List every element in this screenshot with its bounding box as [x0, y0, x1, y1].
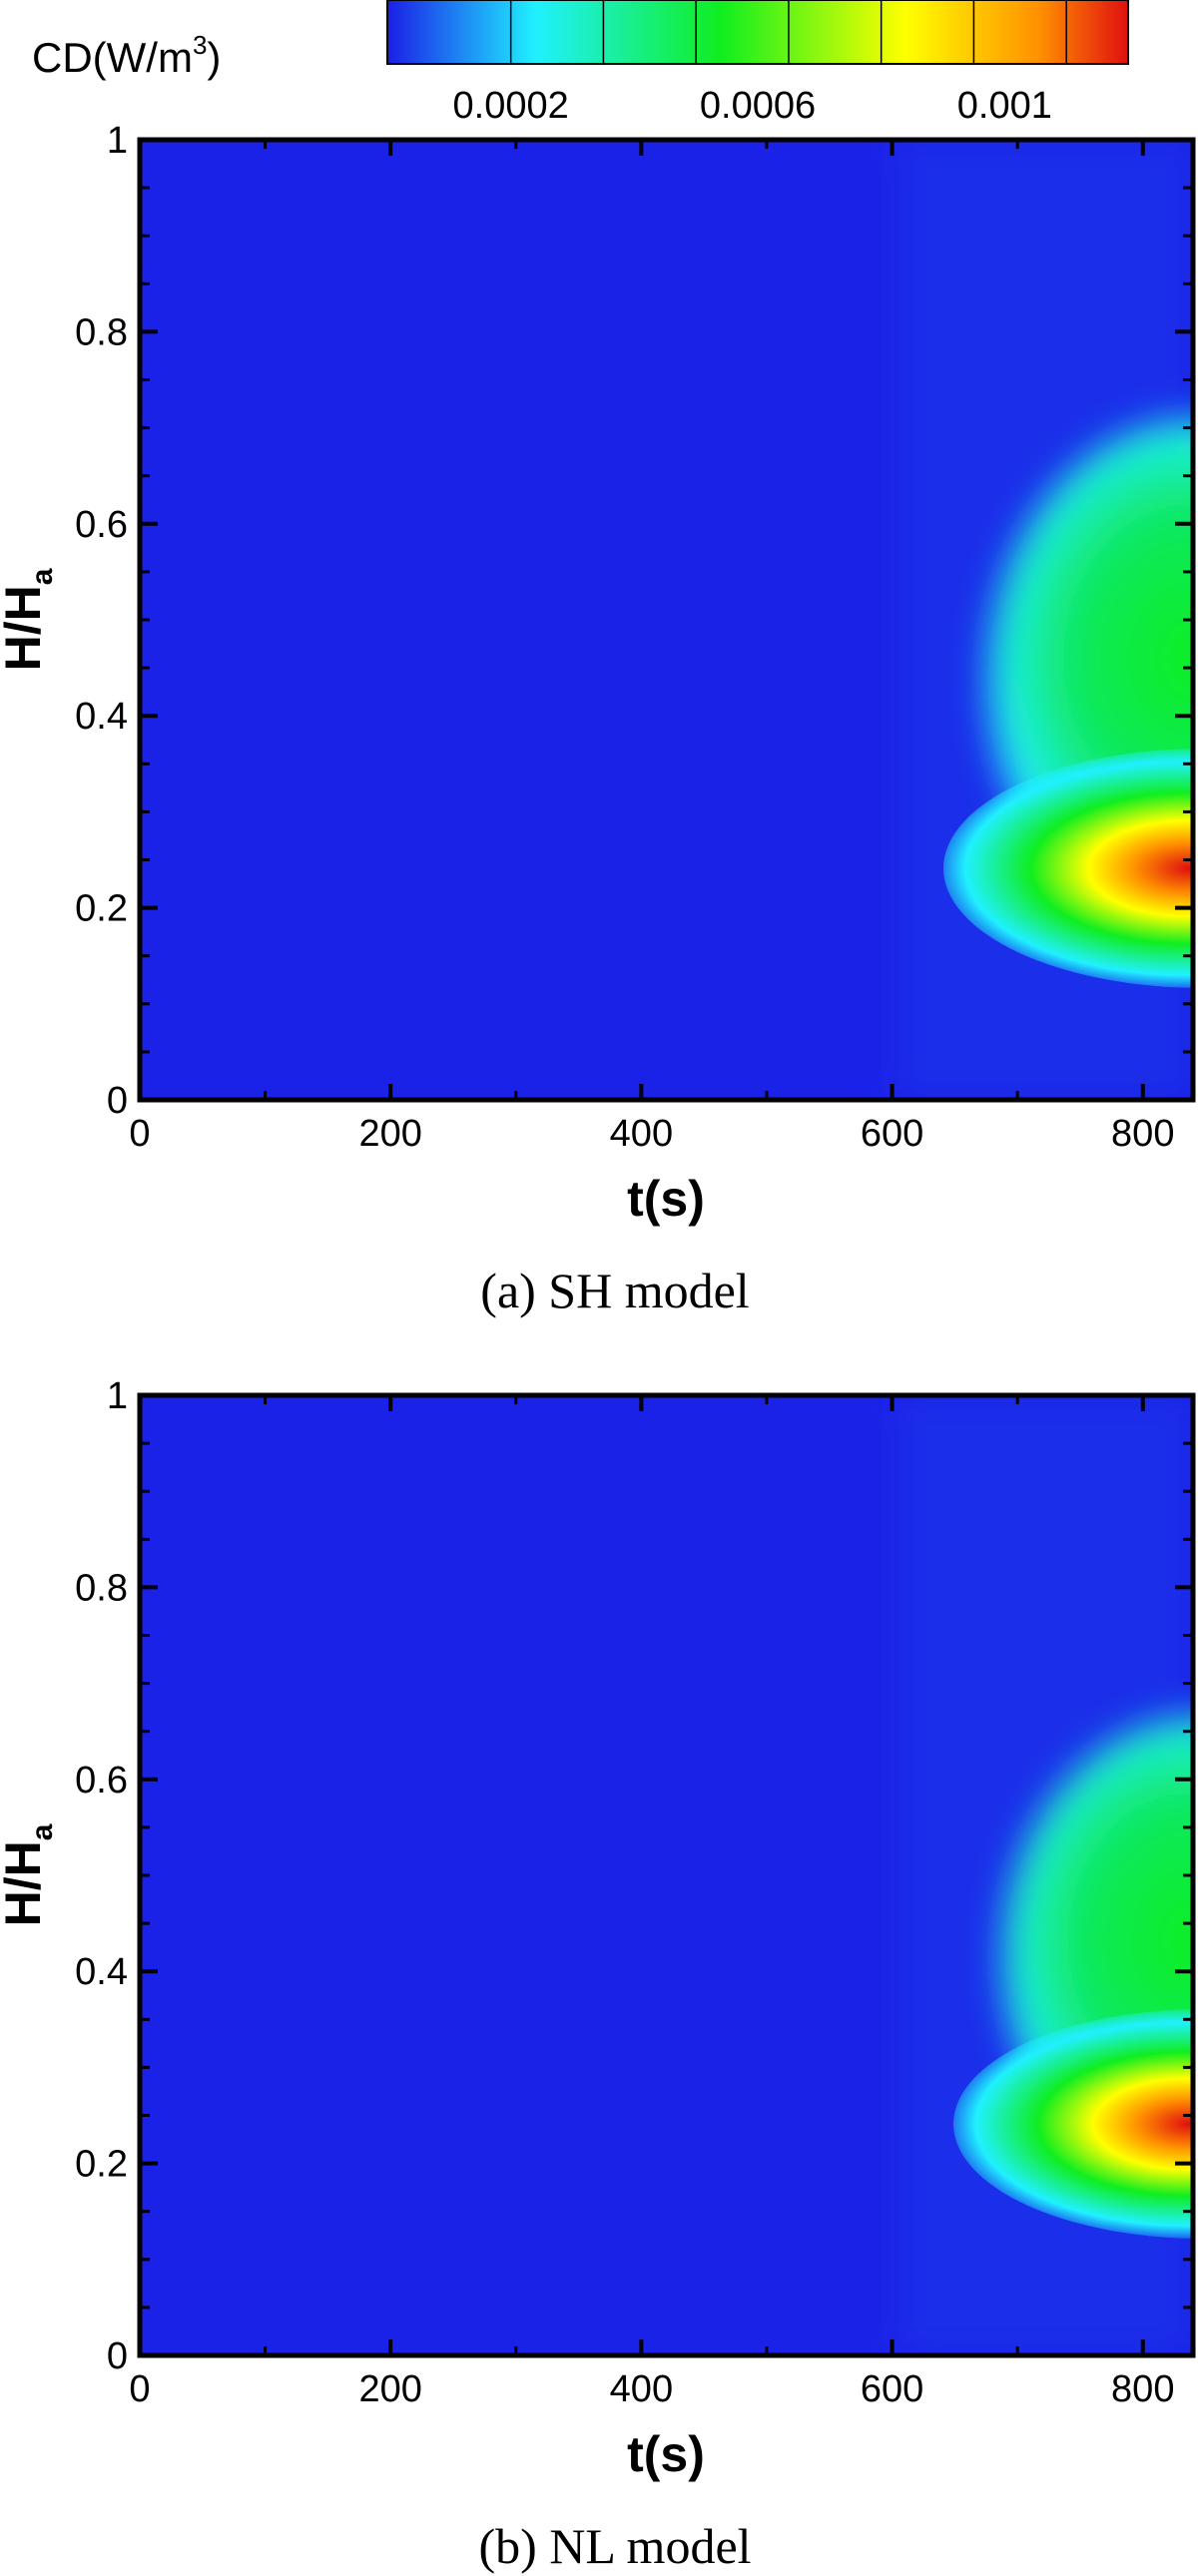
x-axis-label-sh: t(s) — [627, 1171, 705, 1227]
heatmap-field-nl — [140, 1395, 1193, 2355]
heatmap-panel-sh: 0 200 400 600 800 0 0.2 0.4 0.6 0.8 1 t(s) H/Ha (a… — [0, 120, 1196, 1318]
caption-nl: (b) NL model — [478, 2518, 751, 2574]
y-tick-label: 0.8 — [75, 311, 128, 353]
y-tick-label: 1 — [107, 120, 128, 162]
colorbar-tick-labels: 0.0002 0.0006 0.001 — [453, 85, 1052, 127]
y-tick-label: 0.2 — [75, 888, 128, 930]
colorbar-tick-label: 0.001 — [957, 85, 1052, 127]
caption-sh: (a) SH model — [480, 1263, 749, 1318]
colorbar-title: CD(W/m3) — [32, 30, 221, 81]
x-tick-label: 600 — [861, 2368, 923, 2410]
heatmap-panel-nl: 0 200 400 600 800 0 0.2 0.4 0.6 0.8 1 t(s) H/Ha (b… — [0, 1375, 1196, 2574]
y-tick-label: 0.6 — [75, 504, 128, 546]
svg-text:CD(W/m3): CD(W/m3) — [32, 30, 221, 81]
y-axis-label-sh: H/Ha — [0, 568, 59, 671]
axes-sh: 0 200 400 600 800 0 0.2 0.4 0.6 0.8 1 — [75, 120, 1193, 1155]
y-tick-label: 0 — [107, 1080, 128, 1122]
axes-nl: 0 200 400 600 800 0 0.2 0.4 0.6 0.8 1 — [75, 1375, 1193, 2410]
x-tick-label: 800 — [1111, 1113, 1174, 1155]
svg-text:H/Ha: H/Ha — [0, 1823, 59, 1926]
x-tick-label: 400 — [610, 1113, 673, 1155]
x-tick-label: 200 — [358, 1113, 421, 1155]
y-tick-label: 0.8 — [75, 1567, 128, 1609]
x-tick-label: 400 — [610, 2368, 673, 2410]
y-tick-label: 0.4 — [75, 1951, 128, 1993]
x-tick-label: 600 — [861, 1113, 923, 1155]
x-axis-label-nl: t(s) — [627, 2426, 705, 2482]
x-tick-label: 0 — [129, 1113, 150, 1155]
colorbar — [386, 0, 1129, 65]
colorbar-tick-label: 0.0006 — [700, 85, 816, 127]
colorbar-dividers — [509, 0, 1067, 64]
y-tick-label: 1 — [107, 1375, 128, 1417]
x-tick-label: 800 — [1111, 2368, 1174, 2410]
svg-text:H/Ha: H/Ha — [0, 568, 59, 671]
y-tick-label: 0.6 — [75, 1760, 128, 1802]
colorbar-tick-label: 0.0002 — [453, 85, 569, 127]
x-tick-label: 200 — [358, 2368, 421, 2410]
y-tick-label: 0 — [107, 2335, 128, 2377]
heatmap-field-sh — [140, 140, 1193, 1100]
y-tick-label: 0.2 — [75, 2144, 128, 2186]
x-tick-label: 0 — [129, 2368, 150, 2410]
y-tick-label: 0.4 — [75, 696, 128, 738]
y-axis-label-nl: H/Ha — [0, 1823, 59, 1926]
